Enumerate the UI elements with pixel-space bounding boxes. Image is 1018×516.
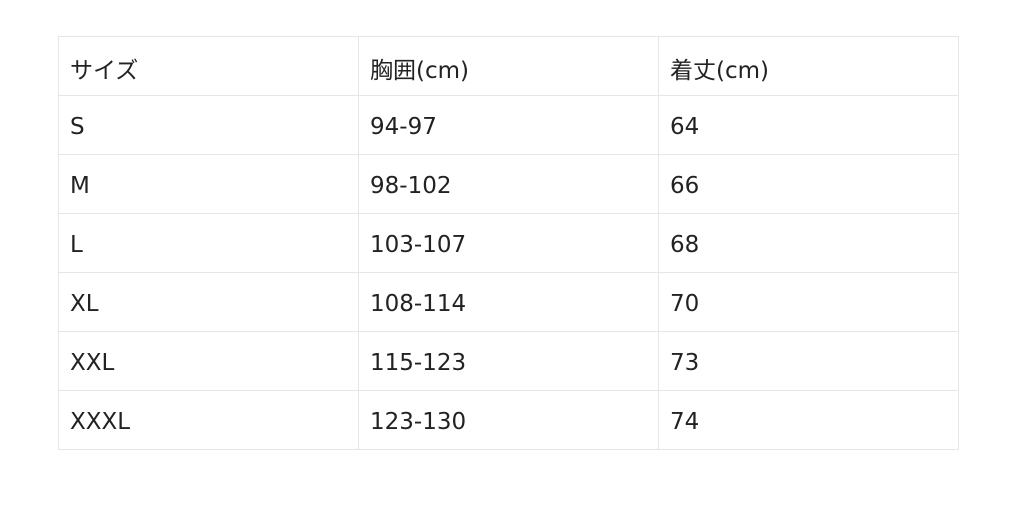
- table-row: L 103-107 68: [58, 213, 959, 273]
- header-size: サイズ: [58, 36, 359, 96]
- table-row: XXL 115-123 73: [58, 331, 959, 391]
- length-cell: 70: [658, 272, 959, 332]
- size-cell: XL: [58, 272, 359, 332]
- chest-cell: 108-114: [358, 272, 659, 332]
- table-row: XL 108-114 70: [58, 272, 959, 332]
- size-cell: L: [58, 213, 359, 273]
- size-cell: XXL: [58, 331, 359, 391]
- length-cell: 74: [658, 390, 959, 450]
- table-row: S 94-97 64: [58, 95, 959, 155]
- header-row: サイズ 胸囲(cm) 着丈(cm): [58, 36, 959, 96]
- chest-cell: 103-107: [358, 213, 659, 273]
- table-row: M 98-102 66: [58, 154, 959, 214]
- chest-cell: 115-123: [358, 331, 659, 391]
- length-cell: 66: [658, 154, 959, 214]
- header-length: 着丈(cm): [658, 36, 959, 96]
- chest-cell: 123-130: [358, 390, 659, 450]
- length-cell: 68: [658, 213, 959, 273]
- size-cell: XXXL: [58, 390, 359, 450]
- size-cell: M: [58, 154, 359, 214]
- size-cell: S: [58, 95, 359, 155]
- table-row: XXXL 123-130 74: [58, 390, 959, 450]
- length-cell: 73: [658, 331, 959, 391]
- size-chart-table: サイズ 胸囲(cm) 着丈(cm) S 94-97 64 M 98-102 66 L 103-…: [58, 36, 959, 450]
- chest-cell: 94-97: [358, 95, 659, 155]
- length-cell: 64: [658, 95, 959, 155]
- header-chest: 胸囲(cm): [358, 36, 659, 96]
- chest-cell: 98-102: [358, 154, 659, 214]
